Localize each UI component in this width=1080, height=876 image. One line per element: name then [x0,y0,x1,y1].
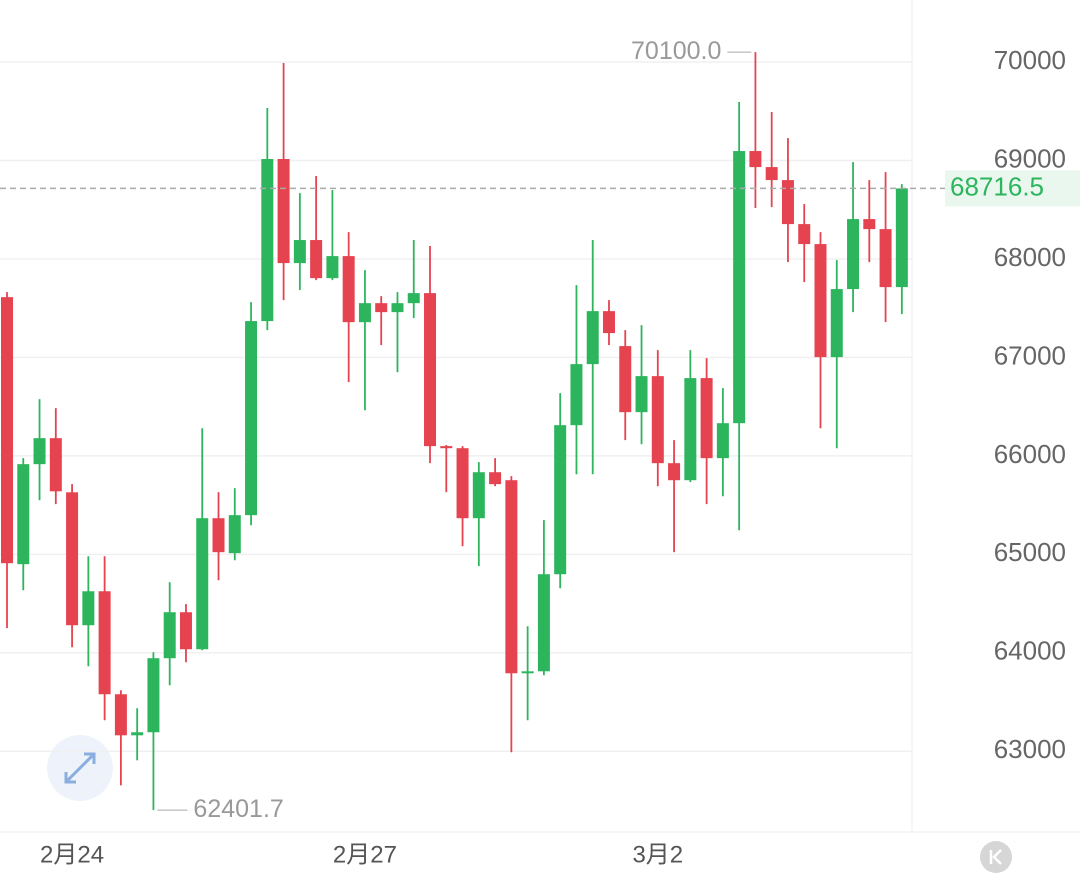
candle-body [537,574,550,672]
candle-body [293,240,306,264]
candle-body [17,464,30,565]
candle-body [114,694,127,736]
last-price-label: 68716.5 [950,171,1044,201]
candle-body [407,293,420,304]
candle-body [424,293,437,447]
candle-body [196,518,209,650]
candle-body [131,732,144,736]
candle-body [261,159,274,322]
y-tick-label: 65000 [994,537,1066,567]
candle-body [619,346,632,413]
x-tick-label: 3月2 [632,841,683,868]
candle-body [440,446,453,449]
y-tick-label: 64000 [994,636,1066,666]
candle-body [863,219,876,230]
candle-body [554,425,567,575]
candle-body [668,463,681,481]
candle-body [651,376,664,464]
candle-body [814,244,827,358]
candle-body [147,658,160,733]
candle-body [33,438,46,465]
y-tick-label: 69000 [994,143,1066,173]
y-tick-label: 63000 [994,734,1066,764]
candle-body [521,671,534,674]
expand-button[interactable] [47,735,113,801]
scroll-latest-button[interactable] [980,841,1012,873]
candle-body [879,229,892,288]
candle-body [49,438,62,492]
candle-body [570,364,583,426]
candle-body [98,591,111,695]
candle-body [489,472,502,485]
candle-body [586,311,599,365]
candle-body [456,448,469,519]
y-tick-label: 66000 [994,439,1066,469]
candle-body [228,515,241,554]
candle-body [505,480,518,674]
candle-body [716,423,729,459]
candle-body [310,240,323,279]
candle-body [245,321,258,516]
x-tick-label: 2月24 [40,841,104,868]
candle-body [684,378,697,481]
min-label: 62401.7 [193,795,283,823]
candle-body [765,167,778,181]
candle-body [342,256,355,323]
candle-body [66,492,79,626]
candle-body [895,188,908,288]
candle-body [635,376,648,413]
candle-body [781,180,794,225]
candle-body [847,219,860,290]
candle-body [1,297,13,564]
candle-body [326,256,339,279]
candle-body [277,159,290,264]
candle-body [163,612,176,659]
candle-body [798,224,811,245]
y-tick-label: 67000 [994,340,1066,370]
candle-body [82,591,95,626]
max-label: 70100.0 [631,37,721,65]
candle-body [749,151,762,168]
candle-body [375,303,388,313]
candle-body [472,472,485,519]
candle-body [830,289,843,358]
candle-body [179,612,192,650]
candle-body [391,303,404,313]
y-tick-label: 68000 [994,242,1066,272]
candle-body [358,303,371,323]
candle-body [733,151,746,424]
candle-body [212,518,225,553]
last-price-box [945,170,1080,207]
x-tick-label: 2月27 [333,841,397,868]
y-tick-label: 70000 [994,45,1066,75]
candle-body [602,311,615,334]
candle-body [700,378,713,459]
